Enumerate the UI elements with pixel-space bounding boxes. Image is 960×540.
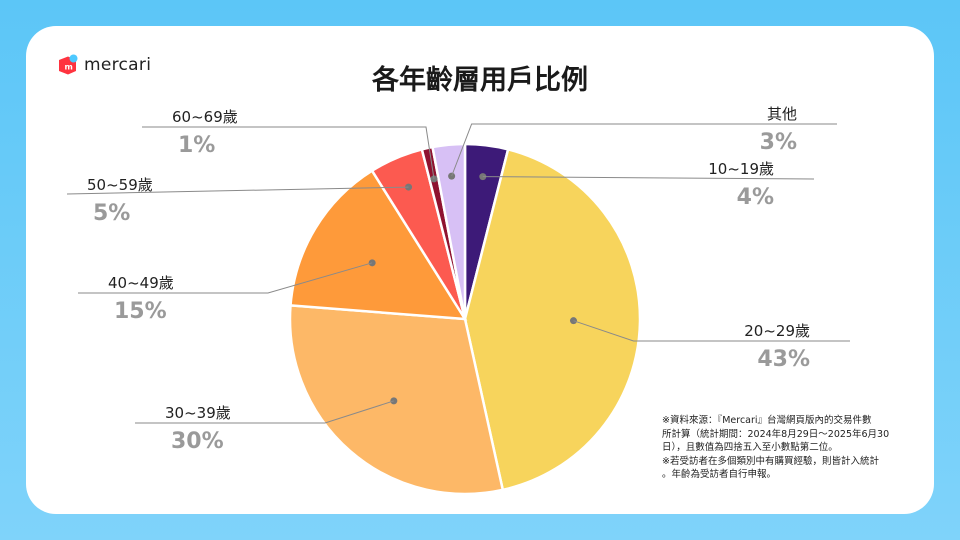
pie-slice-40-49 [289,168,468,321]
leader-line [78,262,373,294]
slice-category-label: 60~69歲 [172,108,238,126]
slice-value-label: 15% [114,299,167,324]
slice-category-label: 20~29歲 [744,322,810,340]
slice-value-label: 3% [760,130,797,155]
slice-value-label: 4% [737,185,774,210]
footnote: ※資料來源：『Mercari』台灣網頁版內的交易件數 所計算（統計期間：2024… [662,414,910,482]
slice-value-label: 43% [757,347,810,372]
footnote-line: 。年齡為受訪者自行申報。 [662,469,777,480]
pie-slice-20-29 [463,147,642,492]
slice-category-label: 30~39歲 [165,404,231,422]
svg-text:m: m [65,63,73,72]
pie-slice-other [431,142,467,320]
leader-line [66,186,409,195]
slice-value-label: 30% [171,429,224,454]
slice-category-label: 40~49歲 [108,274,174,292]
footnote-line: 所計算（統計期間：2024年8月29日～2025年6月30 [662,428,890,440]
leader-line [451,123,837,177]
footnote-line: ※資料來源：『Mercari』台灣網頁版內的交易件數 [662,415,872,426]
leader-line [142,126,435,179]
slice-value-label: 5% [93,201,130,226]
slice-category-label: 10~19歲 [708,160,774,178]
slice-value-label: 1% [178,133,215,158]
leader-line [482,176,815,180]
leader-line [135,400,394,424]
chart-title: 各年齡層用戶比例 [372,65,588,96]
footnote-line: ※若受訪者在多個類別中有購買經驗，則皆計入統計 [662,455,879,467]
slice-category-label: 50~59歲 [87,176,153,194]
footnote-line: 日），且數值為四捨五入至小數點第二位。 [662,442,838,453]
mercari-logo: m mercari [56,54,151,76]
mercari-logo-text: mercari [84,55,152,75]
leader-line [573,320,850,342]
mercari-logo-icon: m [56,54,78,76]
slice-category-label: 其他 [767,105,797,123]
